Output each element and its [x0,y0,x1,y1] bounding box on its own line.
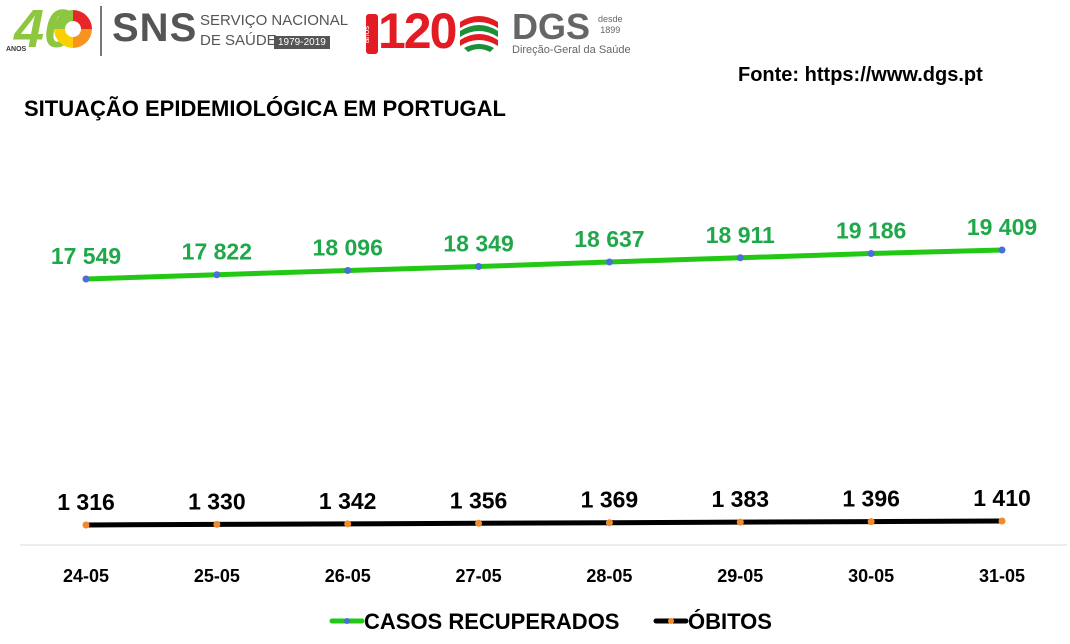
x-tick-label: 28-05 [586,566,632,586]
recovered-point [605,258,613,266]
deaths-point [344,520,352,528]
x-tick-label: 30-05 [848,566,894,586]
series-line-recovered [83,247,1005,282]
x-tick-label: 24-05 [63,566,109,586]
recovered-data-label: 18 637 [574,226,644,252]
deaths-point [736,518,744,526]
deaths-data-label: 1 330 [188,488,246,514]
dgs-since-year: 1899 [600,25,621,35]
dgs-120-number: 120 [378,3,457,59]
sns-40-years-logo: 40 ANOS [4,0,96,59]
recovered-data-label: 18 096 [313,234,383,260]
deaths-point [213,520,221,528]
dgs-emblem-icon [460,16,498,52]
x-tick-labels: 24-05 25-05 26-05 27-05 28-05 29-05 30-05 31-05 [63,566,1025,586]
data-labels-layer: 17 549 17 822 18 096 18 349 18 637 18 911 19 1… [51,214,1037,515]
logo-divider [100,6,102,56]
x-tick-label: 25-05 [194,566,240,586]
chart-title: SITUAÇÃO EPIDEMIOLÓGICA EM PORTUGAL [24,96,506,121]
x-tick-label: 31-05 [979,566,1025,586]
x-tick-label: 29-05 [717,566,763,586]
legend-label-deaths: ÓBITOS [688,609,772,634]
recovered-data-label: 18 349 [443,231,513,257]
header-logos: 40 ANOS SNS SERVIÇO NACIONAL DE SAÚDE 19… [0,0,640,64]
deaths-data-label: 1 316 [57,489,115,515]
deaths-point [475,519,483,527]
recovered-point [867,249,875,257]
sns-years-badge: 1979-2019 [274,36,330,49]
deaths-point [867,518,875,526]
recovered-data-label: 19 409 [967,214,1037,240]
deaths-data-label: 1 356 [450,487,508,513]
logo-40-small-text: ANOS [6,46,27,53]
source-note: Fonte: https://www.dgs.pt [738,64,983,86]
x-tick-label: 26-05 [325,566,371,586]
dgs-logo-text: DGS [512,6,591,47]
x-tick-label: 27-05 [456,566,502,586]
deaths-point [998,517,1006,525]
recovered-data-label: 19 186 [836,217,906,243]
recovered-data-label: 17 822 [182,239,252,265]
deaths-data-label: 1 342 [319,488,377,514]
deaths-data-label: 1 410 [973,485,1031,511]
legend-label-recovered: CASOS RECUPERADOS [364,609,619,634]
deaths-data-label: 1 396 [842,486,900,512]
recovered-point [998,246,1006,254]
series-line-deaths [83,518,1005,528]
recovered-point [82,275,90,283]
sns-subtitle-line1: SERVIÇO NACIONAL [200,12,349,29]
sns-logo-text: SNS [112,6,198,50]
legend-marker-deaths [668,618,674,624]
dgs-subtitle: Direção-Geral da Saúde [512,44,631,56]
series-layer [82,246,1006,529]
recovered-point [213,271,221,279]
recovered-data-label: 18 911 [706,222,775,248]
logo-40-ring-icon [54,10,92,48]
legend: CASOS RECUPERADOS ÓBITOS [329,609,772,634]
deaths-point [605,519,613,527]
dgs-since: desde 1899 [598,14,623,36]
recovered-data-label: 17 549 [51,243,121,269]
dgs-desde-text: desde [598,14,623,24]
deaths-data-label: 1 369 [581,487,639,513]
sns-subtitle-line2: DE SAÚDE [200,32,277,49]
dgs-anos-tag: anos [362,14,378,54]
recovered-point [344,266,352,274]
recovered-point [475,263,483,271]
recovered-point [736,254,744,262]
deaths-point [82,521,90,529]
deaths-data-label: 1 383 [712,486,770,512]
legend-marker-recovered [344,618,350,624]
